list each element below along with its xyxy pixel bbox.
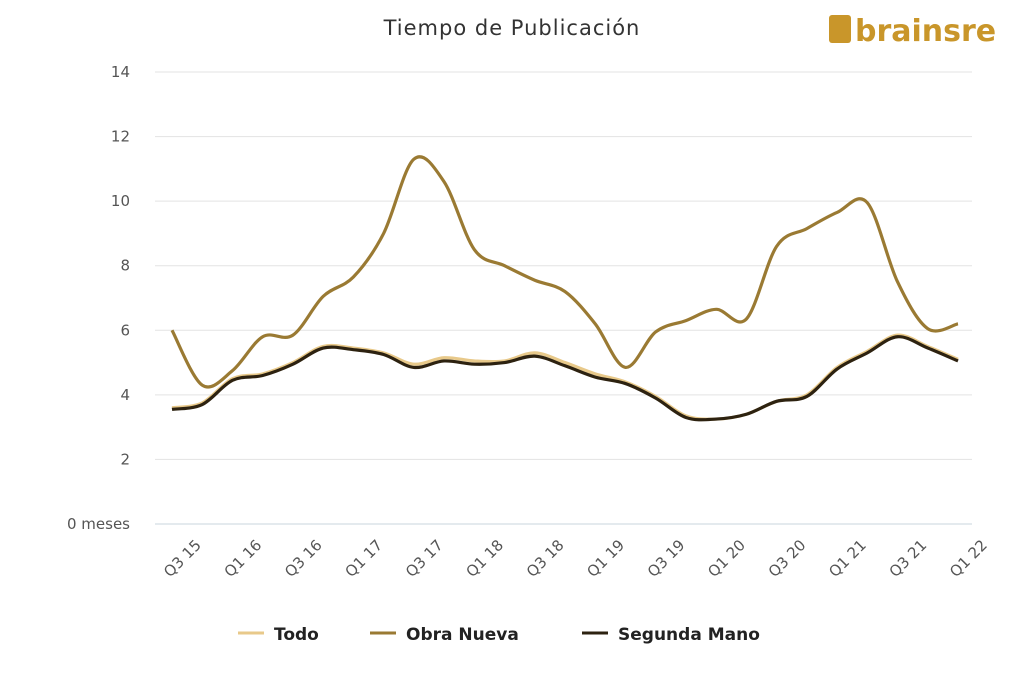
y-tick-label: 4 [120, 386, 130, 404]
y-tick-label: 14 [111, 63, 130, 81]
x-tick-label: Q3 15 [160, 536, 205, 581]
x-tick-label: Q3 17 [402, 536, 447, 581]
x-tick-label: Q1 21 [825, 536, 870, 581]
x-tick-label: Q1 20 [704, 536, 749, 581]
x-tick-label: Q3 20 [765, 536, 810, 581]
x-tick-label: Q1 18 [462, 536, 507, 581]
x-tick-label: Q3 18 [523, 536, 568, 581]
line [170, 155, 959, 389]
legend-label: Obra Nueva [406, 625, 519, 645]
x-tick-label: Q3 19 [644, 536, 689, 581]
y-tick-label: 10 [111, 192, 130, 210]
legend-label: Todo [274, 625, 319, 645]
chart-title: Tiempo de Publicación [383, 16, 641, 40]
x-tick-label: Q1 16 [221, 536, 266, 581]
line [171, 335, 959, 422]
logo-icon [829, 15, 851, 43]
x-tick-label: Q3 21 [886, 536, 931, 581]
line [171, 333, 959, 421]
x-tick-label: Q3 16 [281, 536, 326, 581]
y-tick-label: 8 [120, 257, 130, 275]
x-tick-label: Q1 19 [583, 536, 628, 581]
x-tick-label: Q1 17 [342, 536, 387, 581]
y-tick-label: 2 [120, 450, 130, 468]
y-tick-label: 6 [120, 321, 130, 339]
legend-label: Segunda Mano [618, 625, 760, 645]
y-tick-label: 12 [111, 128, 130, 146]
y-tick-label: 0 meses [67, 515, 130, 533]
logo: brainsre [855, 14, 996, 49]
x-tick-label: Q1 22 [946, 536, 991, 581]
